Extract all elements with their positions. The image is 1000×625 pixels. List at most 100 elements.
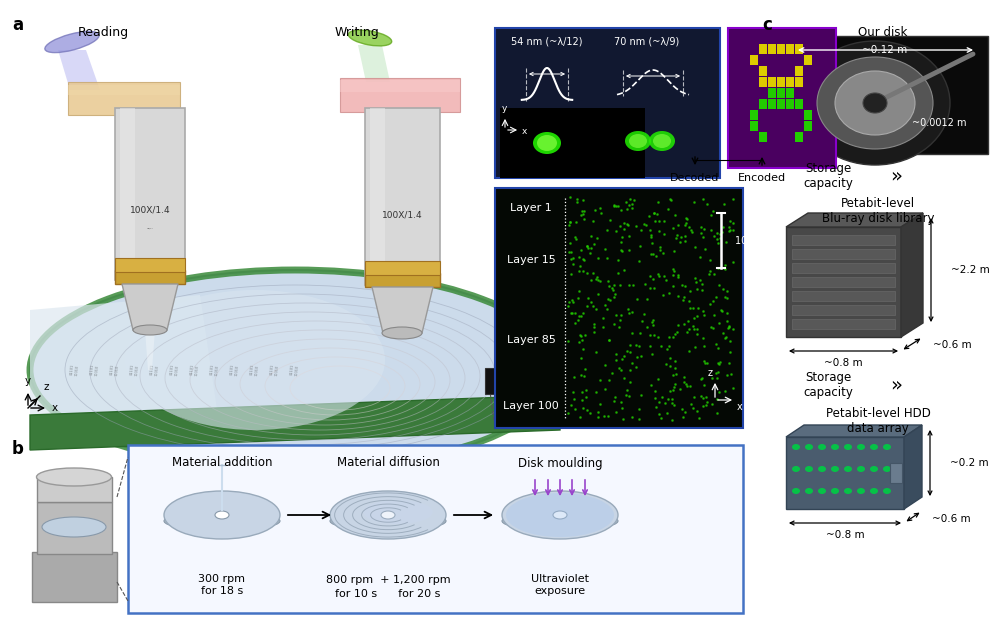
Point — [621, 200, 637, 210]
Ellipse shape — [835, 71, 915, 135]
Point — [702, 266, 718, 276]
Point — [643, 249, 659, 259]
Point — [685, 321, 701, 331]
Text: ~0.6 m: ~0.6 m — [932, 514, 971, 524]
Text: 01101
10010: 01101 10010 — [210, 364, 220, 376]
Point — [719, 292, 735, 302]
Point — [677, 231, 693, 241]
Point — [666, 382, 682, 392]
Point — [588, 274, 604, 284]
Bar — [777, 77, 785, 87]
Point — [644, 238, 660, 248]
Point — [634, 316, 650, 326]
Point — [689, 329, 705, 339]
Point — [605, 284, 621, 294]
Point — [680, 316, 696, 326]
Polygon shape — [340, 80, 460, 92]
Ellipse shape — [363, 500, 433, 524]
Point — [574, 206, 590, 216]
Ellipse shape — [800, 41, 950, 165]
Point — [573, 331, 589, 341]
Point — [567, 318, 583, 328]
Point — [647, 216, 663, 226]
Text: Petabit-level
Blu-ray disk library: Petabit-level Blu-ray disk library — [822, 197, 934, 225]
Point — [719, 369, 735, 379]
Point — [604, 283, 620, 293]
Point — [668, 369, 684, 379]
Text: Storage
capacity: Storage capacity — [803, 162, 853, 190]
Ellipse shape — [857, 488, 865, 494]
Point — [590, 289, 606, 299]
Point — [719, 316, 735, 326]
Bar — [795, 99, 803, 109]
Point — [664, 394, 680, 404]
Point — [721, 226, 737, 236]
Point — [659, 344, 675, 354]
Point — [606, 200, 622, 210]
Point — [614, 246, 630, 256]
Ellipse shape — [818, 444, 826, 450]
Point — [628, 339, 644, 349]
Bar — [495, 188, 743, 428]
Point — [616, 374, 632, 384]
Point — [676, 377, 692, 387]
Bar — [795, 132, 803, 142]
Text: »: » — [890, 376, 902, 394]
Point — [608, 407, 624, 417]
Polygon shape — [30, 395, 560, 450]
Point — [608, 349, 624, 359]
Point — [722, 348, 738, 358]
Point — [620, 304, 636, 314]
Ellipse shape — [857, 444, 865, 450]
Text: Disk moulding: Disk moulding — [518, 456, 602, 469]
Bar — [777, 44, 785, 54]
Point — [562, 238, 578, 248]
Point — [571, 311, 587, 321]
Text: ~0.8 m: ~0.8 m — [826, 530, 864, 540]
Ellipse shape — [844, 466, 852, 472]
Point — [642, 271, 658, 281]
Text: 01101
10010: 01101 10010 — [170, 364, 180, 376]
Point — [607, 392, 623, 402]
Point — [714, 306, 730, 316]
Ellipse shape — [45, 31, 99, 52]
Point — [673, 232, 689, 242]
Point — [693, 228, 709, 238]
Point — [651, 216, 667, 226]
Text: ~0.2 m: ~0.2 m — [950, 458, 989, 468]
Point — [711, 281, 727, 291]
Point — [569, 194, 585, 204]
Polygon shape — [358, 45, 390, 82]
Point — [638, 220, 654, 230]
Point — [689, 284, 705, 294]
Point — [561, 297, 577, 307]
Bar — [750, 110, 758, 120]
Polygon shape — [786, 425, 922, 437]
Polygon shape — [37, 502, 112, 554]
Ellipse shape — [792, 466, 800, 472]
Point — [622, 347, 638, 357]
Text: Writing: Writing — [335, 26, 380, 39]
Ellipse shape — [863, 93, 887, 113]
Point — [576, 214, 592, 224]
Point — [602, 295, 618, 305]
Text: Our disk: Our disk — [858, 26, 908, 39]
Point — [567, 308, 583, 318]
Point — [712, 357, 728, 367]
Point — [574, 387, 590, 397]
Point — [645, 319, 661, 329]
Point — [592, 399, 608, 409]
Point — [643, 232, 659, 242]
Point — [642, 282, 658, 292]
Point — [665, 385, 681, 395]
Point — [567, 404, 583, 414]
Point — [574, 395, 590, 405]
Point — [597, 360, 613, 370]
Point — [725, 194, 741, 204]
Bar — [890, 463, 902, 483]
Point — [616, 224, 632, 234]
Ellipse shape — [805, 444, 813, 450]
Point — [681, 296, 697, 306]
Point — [642, 341, 658, 351]
Point — [565, 297, 581, 307]
